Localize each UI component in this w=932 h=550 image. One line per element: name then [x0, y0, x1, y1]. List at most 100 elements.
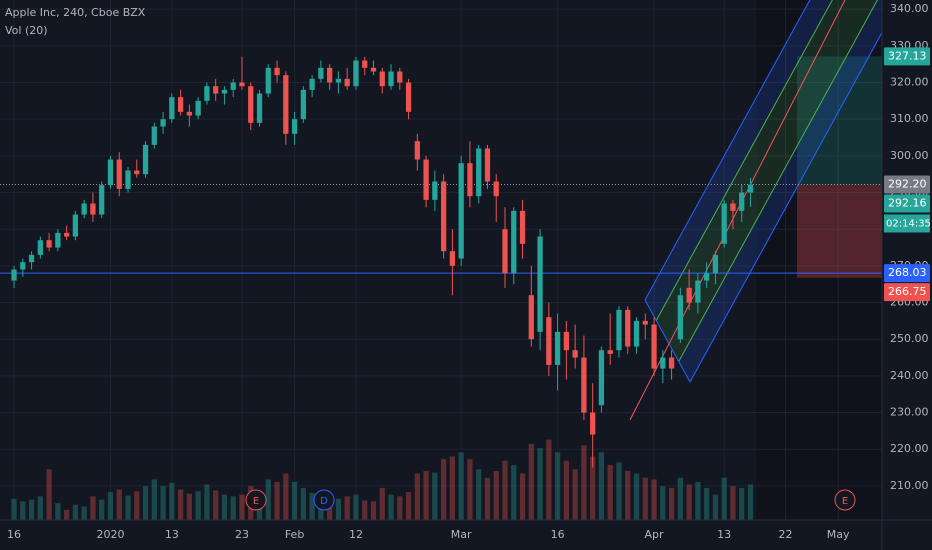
- volume-bar: [353, 494, 359, 520]
- event-label: E: [253, 496, 259, 507]
- candle-body: [607, 350, 613, 354]
- x-tick-label: Apr: [645, 528, 665, 541]
- volume-bar: [467, 459, 473, 520]
- candle-body: [747, 184, 754, 193]
- candle-body: [134, 170, 140, 175]
- candle-body: [677, 295, 683, 340]
- volume-bar: [309, 492, 315, 520]
- candle-body: [309, 78, 315, 90]
- volume-bar: [502, 460, 508, 520]
- candle-body: [362, 60, 368, 68]
- candle-body: [511, 210, 517, 274]
- volume-bar: [432, 472, 438, 520]
- price-badge: [884, 47, 930, 66]
- volume-bar: [405, 492, 412, 520]
- candle-body: [11, 269, 17, 281]
- candle-body: [90, 203, 96, 215]
- volume-bar: [476, 469, 482, 520]
- x-tick-label: May: [827, 528, 850, 541]
- candle-body: [20, 262, 26, 270]
- event-label: D: [320, 496, 328, 507]
- candle-body: [476, 148, 482, 197]
- volume-bar: [747, 484, 754, 520]
- volume-bar: [186, 493, 193, 520]
- candle-body: [458, 163, 464, 259]
- candle-body: [695, 280, 701, 303]
- x-tick-label: 13: [717, 528, 731, 541]
- volume-bar: [160, 486, 166, 520]
- volume-bar: [721, 477, 727, 520]
- candle-body: [265, 67, 271, 94]
- x-tick-label: Feb: [285, 528, 304, 541]
- volume-bar: [64, 509, 70, 520]
- volume-bar: [388, 494, 394, 520]
- candle-body: [493, 181, 499, 197]
- price-badge: [884, 175, 930, 194]
- volume-bar: [204, 484, 210, 520]
- volume-bar: [213, 490, 219, 520]
- volume-bar: [546, 439, 552, 520]
- x-tick-label: 16: [7, 528, 21, 541]
- candle-body: [572, 350, 578, 358]
- candle-body: [99, 185, 105, 215]
- candle-body: [327, 67, 333, 83]
- volume-bar: [90, 496, 96, 520]
- volume-bar: [616, 462, 622, 520]
- candle-body: [414, 141, 420, 160]
- volume-bar: [537, 448, 543, 520]
- volume-bar: [484, 477, 491, 520]
- candle-body: [116, 159, 122, 189]
- event-marker: [245, 489, 267, 511]
- candle-body: [633, 320, 640, 347]
- candle-body: [660, 357, 666, 369]
- candle-body: [642, 320, 648, 325]
- median-line: [629, 0, 846, 421]
- candle-body: [537, 236, 543, 332]
- y-tick-label: 300.00: [890, 149, 929, 162]
- volume-bar: [151, 479, 157, 520]
- candle-body: [300, 89, 306, 120]
- volume-bar: [230, 496, 236, 520]
- volume-bar: [441, 459, 447, 520]
- volume-bar: [195, 491, 201, 520]
- volume-bar: [712, 494, 719, 520]
- price-badge-label: 292.16: [888, 196, 927, 209]
- channel-line: [678, 0, 878, 362]
- volume-bar: [686, 484, 692, 520]
- y-tick-label: 220.00: [890, 442, 929, 455]
- volume-bar: [519, 473, 526, 520]
- price-badge-label: 292.20: [888, 177, 927, 190]
- price-badge: [884, 194, 930, 213]
- x-tick-label: 2020: [96, 528, 124, 541]
- volume-bar: [397, 496, 403, 520]
- plot: [11, 56, 754, 520]
- volume-bar: [379, 487, 385, 520]
- volume-bar: [370, 501, 377, 520]
- volume-bar: [99, 499, 105, 520]
- volume-bar: [449, 456, 456, 520]
- candle-body: [590, 412, 596, 435]
- candle-body: [563, 331, 570, 351]
- candle-body: [107, 159, 114, 186]
- candle-body: [283, 75, 289, 134]
- candle-body: [686, 287, 692, 303]
- volume-bar: [362, 500, 368, 520]
- candle-body: [230, 82, 236, 90]
- candle-body: [704, 273, 710, 281]
- volume-bar: [134, 491, 140, 520]
- volume-bar: [563, 460, 570, 520]
- y-tick-label: 240.00: [890, 369, 929, 382]
- candle-body: [353, 60, 359, 87]
- volume-bar: [511, 465, 517, 520]
- volume-bar: [414, 473, 420, 520]
- volume-bar: [607, 465, 613, 520]
- volume-bar: [177, 489, 184, 520]
- volume-bar: [28, 499, 35, 520]
- volume-bar: [335, 498, 342, 520]
- price-badge: [884, 283, 930, 302]
- channel-band: [678, 0, 882, 382]
- candle-body: [239, 82, 245, 87]
- candle-body: [142, 144, 149, 175]
- volume-bar: [116, 489, 122, 520]
